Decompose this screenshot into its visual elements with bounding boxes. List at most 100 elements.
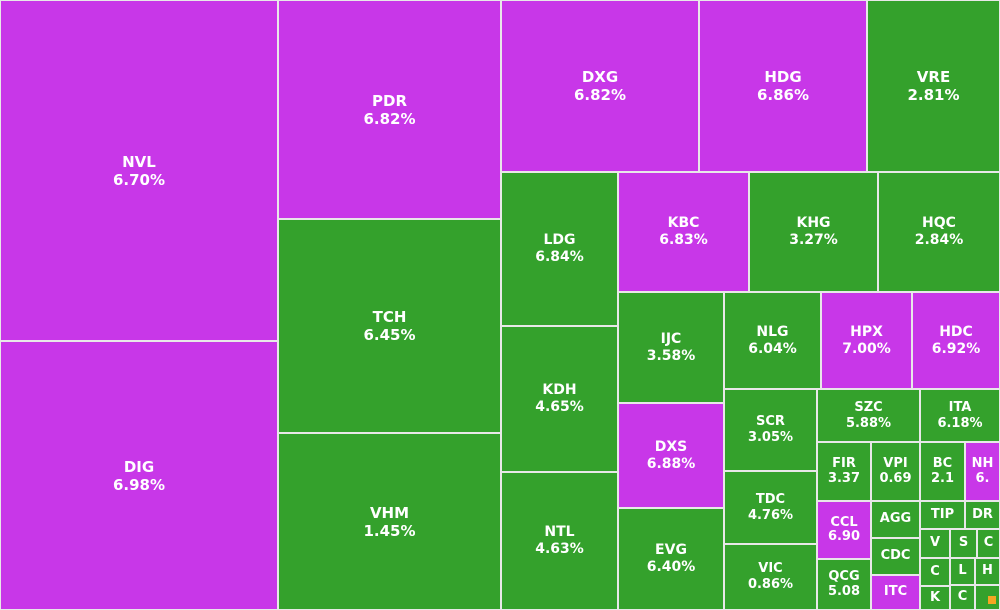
cell-change: 6.45%: [363, 326, 416, 344]
cell-change: 6.82%: [573, 86, 627, 104]
treemap-cell-dxg-5[interactable]: DXG 6.82%: [501, 0, 699, 172]
treemap-cell-nvl-0[interactable]: NVL 6.70%: [0, 0, 278, 341]
cell-symbol: HDC: [939, 323, 973, 340]
treemap-cell-k-42[interactable]: K: [920, 586, 950, 610]
cell-symbol: V: [929, 535, 941, 551]
cell-change: 6.40%: [646, 559, 696, 575]
treemap-cell-qcg-37[interactable]: QCG 5.08: [817, 559, 871, 610]
cell-symbol: HPX: [850, 323, 883, 340]
treemap-cell-bc-27[interactable]: BC 2.1: [920, 442, 965, 501]
treemap-cell-nlg-17[interactable]: NLG 6.04%: [724, 292, 821, 389]
cell-symbol: NH: [971, 456, 994, 472]
treemap-cell-c-43[interactable]: C: [950, 585, 975, 610]
treemap-cell-l-39[interactable]: L: [950, 558, 975, 585]
treemap-cell-ntl-10[interactable]: NTL 4.63%: [501, 472, 618, 610]
cell-symbol: TCH: [372, 308, 407, 326]
cell-symbol: S: [958, 535, 969, 551]
treemap-cell-vpi-26[interactable]: VPI 0.69: [871, 442, 920, 501]
tiny-stock-marker: [988, 596, 996, 604]
treemap-cell-evg-16[interactable]: EVG 6.40%: [618, 508, 724, 610]
cell-symbol: C: [983, 535, 994, 551]
cell-change: 5.88%: [845, 415, 892, 431]
treemap-cell-hdc-19[interactable]: HDC 6.92%: [912, 292, 1000, 389]
treemap-cell-hqc-13[interactable]: HQC 2.84%: [878, 172, 1000, 292]
treemap-cell-s-35[interactable]: S: [950, 529, 977, 558]
cell-symbol: C: [957, 589, 968, 605]
cell-change: 6.84%: [535, 249, 584, 265]
cell-symbol: VRE: [916, 68, 951, 86]
treemap-cell-kdh-9[interactable]: KDH 4.65%: [501, 326, 618, 472]
treemap-cell-scr-20[interactable]: SCR 3.05%: [724, 389, 817, 471]
treemap-cell-vhm-4[interactable]: VHM 1.45%: [278, 433, 501, 610]
cell-change: 6.86%: [756, 86, 810, 104]
cell-change: 4.76%: [747, 507, 794, 523]
treemap-cell-dig-1[interactable]: DIG 6.98%: [0, 341, 278, 610]
treemap-cell-tdc-21[interactable]: TDC 4.76%: [724, 471, 817, 544]
cell-symbol: KDH: [542, 382, 577, 399]
cell-symbol: NTL: [544, 524, 575, 541]
treemap-cell-cdc-33[interactable]: CDC: [871, 538, 920, 575]
cell-symbol: CDC: [880, 548, 911, 564]
cell-change: 4.65%: [535, 399, 584, 415]
treemap-cell-fir-25[interactable]: FIR 3.37: [817, 442, 871, 501]
cell-symbol: KBC: [667, 215, 700, 232]
treemap-cell-vic-22[interactable]: VIC 0.86%: [724, 544, 817, 610]
cell-change: 6.18%: [937, 415, 983, 431]
cell-change: 3.58%: [646, 347, 696, 364]
cell-change: 0.69: [879, 470, 912, 486]
treemap-cell-tip-31[interactable]: TIP: [920, 501, 965, 529]
cell-change: 3.27%: [789, 232, 838, 248]
cell-symbol: DIG: [123, 457, 155, 476]
cell-symbol: VHM: [369, 503, 410, 522]
treemap-cell-ijc-14[interactable]: IJC 3.58%: [618, 292, 724, 403]
treemap-cell-h-40[interactable]: H: [975, 558, 1000, 585]
cell-change: 6.92%: [931, 340, 981, 357]
cell-change: 6.90: [827, 529, 861, 544]
cell-symbol: QCG: [828, 569, 860, 585]
treemap-cell-ccl-29[interactable]: CCL 6.90: [817, 501, 871, 559]
treemap-cell-vre-7[interactable]: VRE 2.81%: [867, 0, 1000, 172]
cell-symbol: AGG: [879, 511, 912, 527]
cell-change: 6.70%: [112, 170, 166, 189]
cell-change: 6.: [975, 470, 990, 486]
treemap-cell-c-38[interactable]: C: [920, 558, 950, 586]
cell-symbol: NLG: [756, 323, 789, 340]
cell-symbol: VIC: [758, 561, 783, 577]
treemap-cell-itc-41[interactable]: ITC: [871, 575, 920, 610]
treemap-cell-tch-3[interactable]: TCH 6.45%: [278, 219, 501, 433]
treemap-cell-kbc-11[interactable]: KBC 6.83%: [618, 172, 749, 292]
treemap-cell-c-36[interactable]: C: [977, 529, 1000, 558]
cell-symbol: L: [958, 563, 967, 579]
treemap-cell-ita-24[interactable]: ITA 6.18%: [920, 389, 1000, 442]
treemap-cell-hdg-6[interactable]: HDG 6.86%: [699, 0, 867, 172]
cell-change: 6.04%: [748, 340, 797, 357]
cell-symbol: LDG: [543, 232, 576, 249]
cell-symbol: DXS: [654, 438, 688, 455]
treemap-cell-szc-23[interactable]: SZC 5.88%: [817, 389, 920, 442]
cell-symbol: IJC: [660, 330, 682, 347]
treemap-cell-v-34[interactable]: V: [920, 529, 950, 558]
cell-symbol: ITC: [883, 584, 908, 600]
treemap-cell-dxs-15[interactable]: DXS 6.88%: [618, 403, 724, 508]
treemap-cell-hpx-18[interactable]: HPX 7.00%: [821, 292, 912, 389]
cell-symbol: HDG: [764, 68, 802, 86]
treemap-cell-agg-30[interactable]: AGG: [871, 501, 920, 538]
treemap-cell-pdr-2[interactable]: PDR 6.82%: [278, 0, 501, 219]
cell-change: 5.08: [827, 583, 861, 599]
cell-change: 2.1: [930, 470, 955, 486]
cell-symbol: PDR: [372, 91, 407, 110]
cell-symbol: BC: [932, 456, 953, 472]
cell-change: 3.37: [827, 470, 861, 486]
cell-symbol: SZC: [854, 399, 883, 415]
treemap-cell-khg-12[interactable]: KHG 3.27%: [749, 172, 878, 292]
treemap-cell-dr-32[interactable]: DR: [965, 501, 1000, 529]
cell-symbol: CCL: [830, 514, 858, 530]
cell-change: 1.45%: [363, 521, 416, 540]
cell-symbol: K: [929, 589, 941, 605]
cell-symbol: EVG: [655, 542, 687, 559]
cell-change: 0.86%: [747, 577, 794, 592]
treemap-cell-ldg-8[interactable]: LDG 6.84%: [501, 172, 618, 326]
cell-symbol: DXG: [581, 68, 619, 86]
treemap-cell-nh-28[interactable]: NH 6.: [965, 442, 1000, 501]
